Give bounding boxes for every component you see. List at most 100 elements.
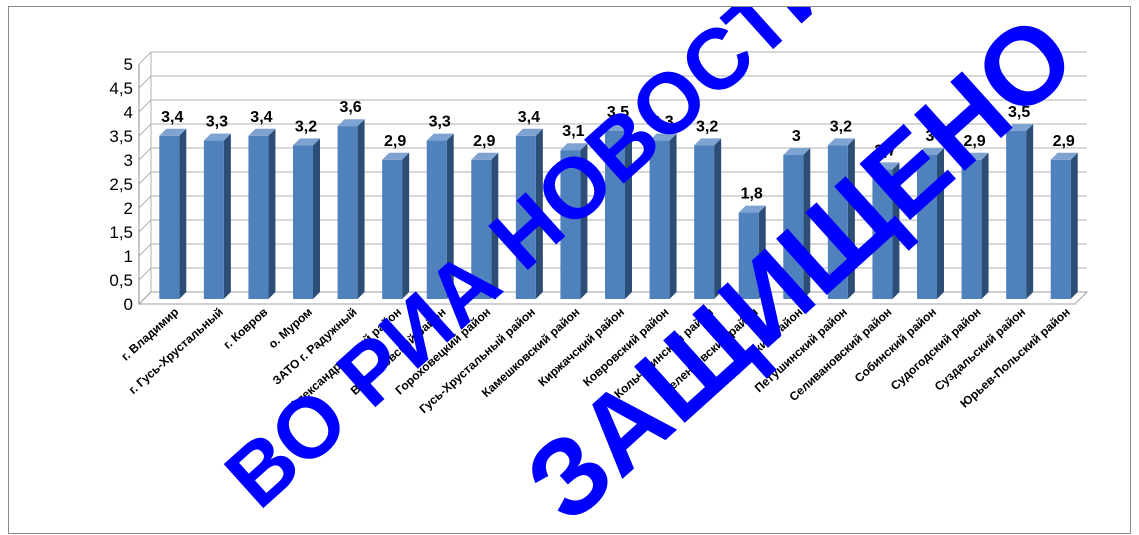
bar — [605, 124, 632, 299]
y-tick-label: 1 — [124, 247, 133, 266]
bar-side — [981, 152, 989, 299]
bar-front — [961, 159, 982, 299]
y-axis-ticks: 0 0,5 1 1,5 2 2,5 3 3,5 4 4,5 5 — [109, 55, 133, 314]
bar-side — [1070, 152, 1078, 299]
bar-side — [669, 133, 677, 299]
bar — [872, 162, 900, 299]
gridline-depth — [138, 147, 152, 161]
bar-front — [248, 135, 269, 299]
data-label: 2,9 — [1053, 133, 1075, 150]
bar-top — [605, 124, 632, 131]
gridline-depth — [138, 51, 152, 65]
category-label: Собинский район — [852, 305, 939, 386]
bar — [293, 138, 320, 299]
bar-top — [515, 128, 543, 136]
bar-top — [917, 148, 944, 155]
bar-front — [738, 212, 759, 299]
bar-side — [758, 205, 766, 299]
bar-top — [560, 143, 588, 151]
data-label: 3,5 — [1008, 104, 1030, 121]
bar-top — [649, 133, 677, 141]
bar — [203, 133, 231, 299]
y-tick-label: 4 — [124, 103, 133, 122]
bar-front — [827, 145, 848, 299]
bar-top — [293, 138, 320, 146]
bar-side — [402, 152, 410, 299]
bar-top — [337, 119, 365, 127]
data-label: 2,7 — [874, 142, 896, 159]
data-label: 3,3 — [651, 114, 673, 131]
bar-top — [1050, 152, 1078, 160]
bar-top — [827, 138, 855, 146]
bar — [337, 119, 365, 299]
gridline-depth — [138, 123, 152, 137]
data-label: 2,9 — [384, 133, 406, 150]
bar-side — [446, 133, 454, 299]
bar — [471, 152, 499, 299]
bar-side — [847, 138, 855, 299]
data-label: 3,4 — [518, 109, 540, 126]
bar-top — [694, 138, 722, 146]
y-tick-label: 0,5 — [109, 271, 133, 290]
bar-front — [649, 140, 670, 299]
bar — [649, 133, 677, 299]
bar — [382, 152, 410, 299]
bar — [961, 152, 989, 299]
bar — [515, 128, 543, 299]
bar-top — [1006, 124, 1034, 131]
gridline-depth — [138, 219, 152, 233]
bar-top — [471, 152, 499, 160]
bar-front — [337, 126, 358, 299]
bar — [248, 128, 276, 299]
data-label: 3,6 — [339, 99, 361, 116]
data-label: 3,2 — [696, 118, 718, 135]
data-label: 3,5 — [607, 104, 629, 121]
bar-side — [535, 128, 543, 299]
bar-front — [159, 135, 180, 299]
bar-top — [382, 152, 410, 160]
data-label: 3,2 — [830, 118, 852, 135]
bar-front — [426, 140, 447, 299]
y-tick-label: 0 — [124, 295, 133, 314]
bar-front — [872, 169, 893, 299]
y-tick-label: 2,5 — [109, 175, 133, 194]
bar-side — [625, 124, 632, 299]
data-label: 3,1 — [562, 123, 584, 140]
data-label: 3,3 — [206, 114, 228, 131]
data-label: 2,9 — [473, 133, 495, 150]
bar-side — [268, 128, 276, 299]
bars — [159, 119, 1078, 299]
chart-frame: 3,4 3,3 3,4 3,2 3,6 2,9 3,3 2,9 3,4 3,1 3,5 3,3 3,2 1… — [8, 6, 1131, 535]
bar — [694, 138, 722, 299]
bar — [1050, 152, 1078, 299]
bar-side — [892, 162, 900, 299]
bar-top — [872, 162, 900, 170]
bar-chart: 3,4 3,3 3,4 3,2 3,6 2,9 3,3 2,9 3,4 3,1 3,5 3,3 3,2 1… — [109, 7, 1097, 535]
bar-top — [248, 128, 276, 136]
bar-side — [357, 119, 365, 299]
bar — [917, 148, 944, 299]
bar-front — [694, 145, 715, 299]
bar-side — [580, 143, 588, 299]
bar-front — [1006, 131, 1027, 299]
gridline-depth — [138, 243, 152, 257]
data-label: 2,9 — [963, 133, 985, 150]
bar — [827, 138, 855, 299]
bar-top — [783, 148, 811, 155]
bar-front — [203, 140, 224, 299]
y-tick-label: 2 — [124, 199, 133, 218]
bar-side — [937, 148, 944, 299]
bar-front — [917, 155, 937, 299]
bar — [426, 133, 454, 299]
bar-front — [1050, 159, 1071, 299]
bar — [1006, 124, 1034, 299]
bar-front — [560, 150, 581, 299]
data-label: 3 — [926, 128, 935, 145]
bar-side — [714, 138, 722, 299]
bar — [159, 128, 187, 299]
bar-side — [223, 133, 231, 299]
data-label: 3,4 — [250, 109, 272, 126]
bar-side — [179, 128, 187, 299]
bar-front — [783, 155, 804, 299]
y-tick-label: 4,5 — [109, 79, 133, 98]
